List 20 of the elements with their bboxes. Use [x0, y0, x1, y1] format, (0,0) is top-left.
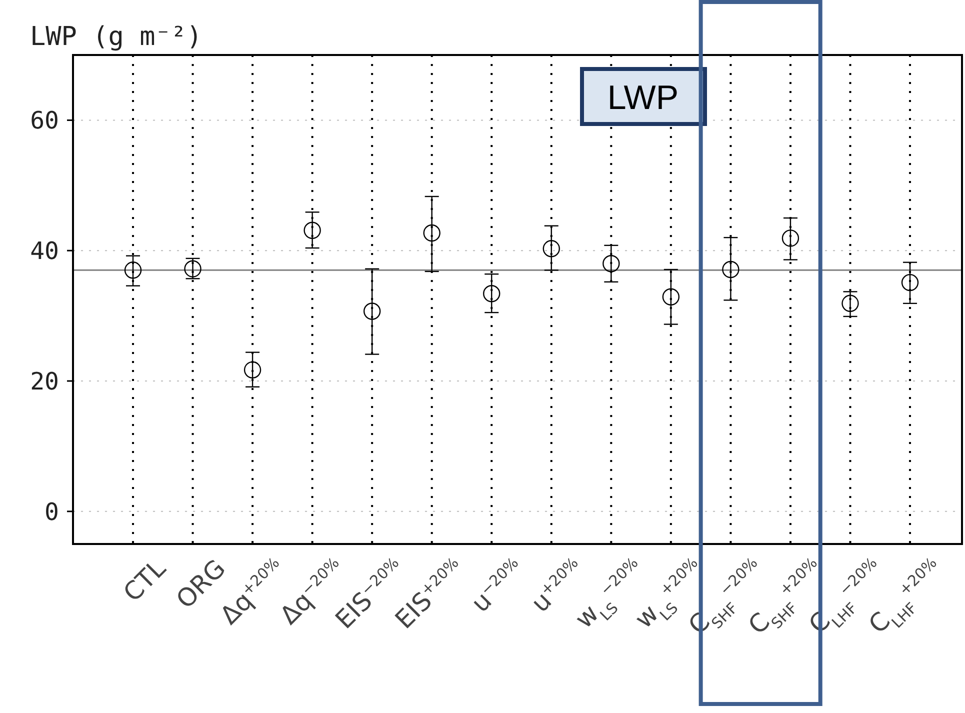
y-axis-title: LWP (g m⁻²)	[30, 22, 202, 52]
point	[244, 361, 262, 379]
y-tick-label: 40	[30, 237, 59, 265]
point	[782, 230, 800, 247]
annotation: LWP	[607, 78, 679, 117]
point	[124, 262, 142, 279]
point	[304, 222, 321, 239]
point	[662, 288, 680, 306]
point	[483, 285, 500, 302]
point	[602, 255, 620, 272]
y-tick-label: 20	[30, 367, 59, 396]
point	[901, 274, 919, 292]
point	[423, 224, 440, 242]
x-tick-label: CTL	[118, 554, 172, 608]
y-tick-label: 60	[30, 106, 59, 135]
point	[842, 294, 859, 312]
point	[542, 240, 560, 258]
point	[363, 302, 381, 320]
y-tick-label: 0	[44, 498, 59, 526]
point	[722, 260, 740, 278]
